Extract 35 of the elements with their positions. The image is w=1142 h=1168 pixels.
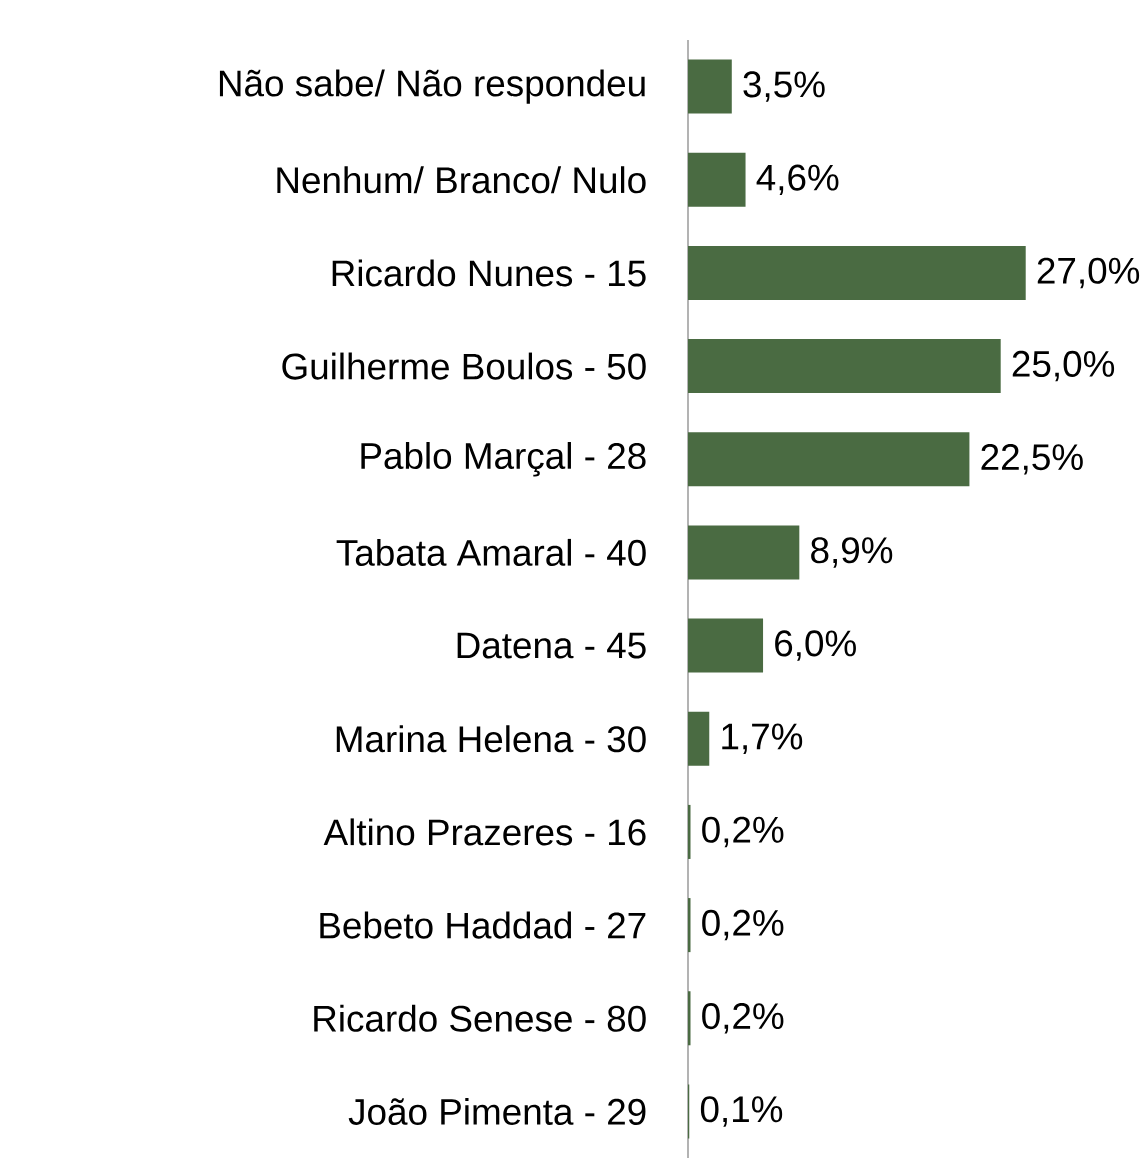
y-tick-label: Guilherme Boulos - 50	[282, 352, 646, 380]
data-label: 0,2%	[702, 1003, 784, 1034]
data-label: 0,1%	[700, 1096, 783, 1127]
data-label: 22,5%	[981, 444, 1083, 475]
bar	[688, 618, 764, 673]
bar	[688, 804, 691, 859]
y-tick-label: Datena - 45	[457, 632, 646, 659]
y-tick-label: Bebeto Haddad - 27	[320, 911, 646, 939]
y-tick-label: João Pimenta - 29	[348, 1097, 646, 1125]
y-tick-label: Ricardo Nunes - 15	[332, 259, 646, 287]
bar	[688, 245, 1026, 300]
bar	[688, 991, 691, 1046]
data-label: 8,9%	[811, 537, 893, 568]
y-tick-label: Marina Helena - 30	[336, 725, 646, 753]
y-tick-label: Tabata Amaral - 40	[336, 538, 646, 566]
data-label: 4,6%	[756, 164, 839, 195]
bar	[688, 59, 732, 114]
data-label: 0,2%	[702, 909, 784, 941]
data-label: 0,2%	[702, 816, 784, 848]
data-label: 6,0%	[775, 630, 856, 661]
bar	[688, 152, 746, 207]
bar	[688, 898, 691, 953]
data-label: 25,0%	[1012, 350, 1115, 382]
data-label: 27,0%	[1037, 257, 1140, 289]
y-tick-label: Não sabe/ Não respondeu	[219, 69, 645, 104]
bar	[688, 525, 800, 580]
bar	[688, 711, 710, 766]
y-tick-label: Altino Prazeres - 16	[323, 818, 646, 846]
y-tick-label: Ricardo Senese - 80	[314, 1004, 646, 1032]
data-label: 3,5%	[743, 71, 825, 102]
y-tick-label: Nenhum/ Branco/ Nulo	[277, 166, 646, 194]
data-label: 1,7%	[722, 723, 803, 754]
y-tick-label: Pablo Marçal - 28	[361, 442, 646, 477]
bar	[688, 339, 1001, 394]
bar	[688, 432, 970, 487]
